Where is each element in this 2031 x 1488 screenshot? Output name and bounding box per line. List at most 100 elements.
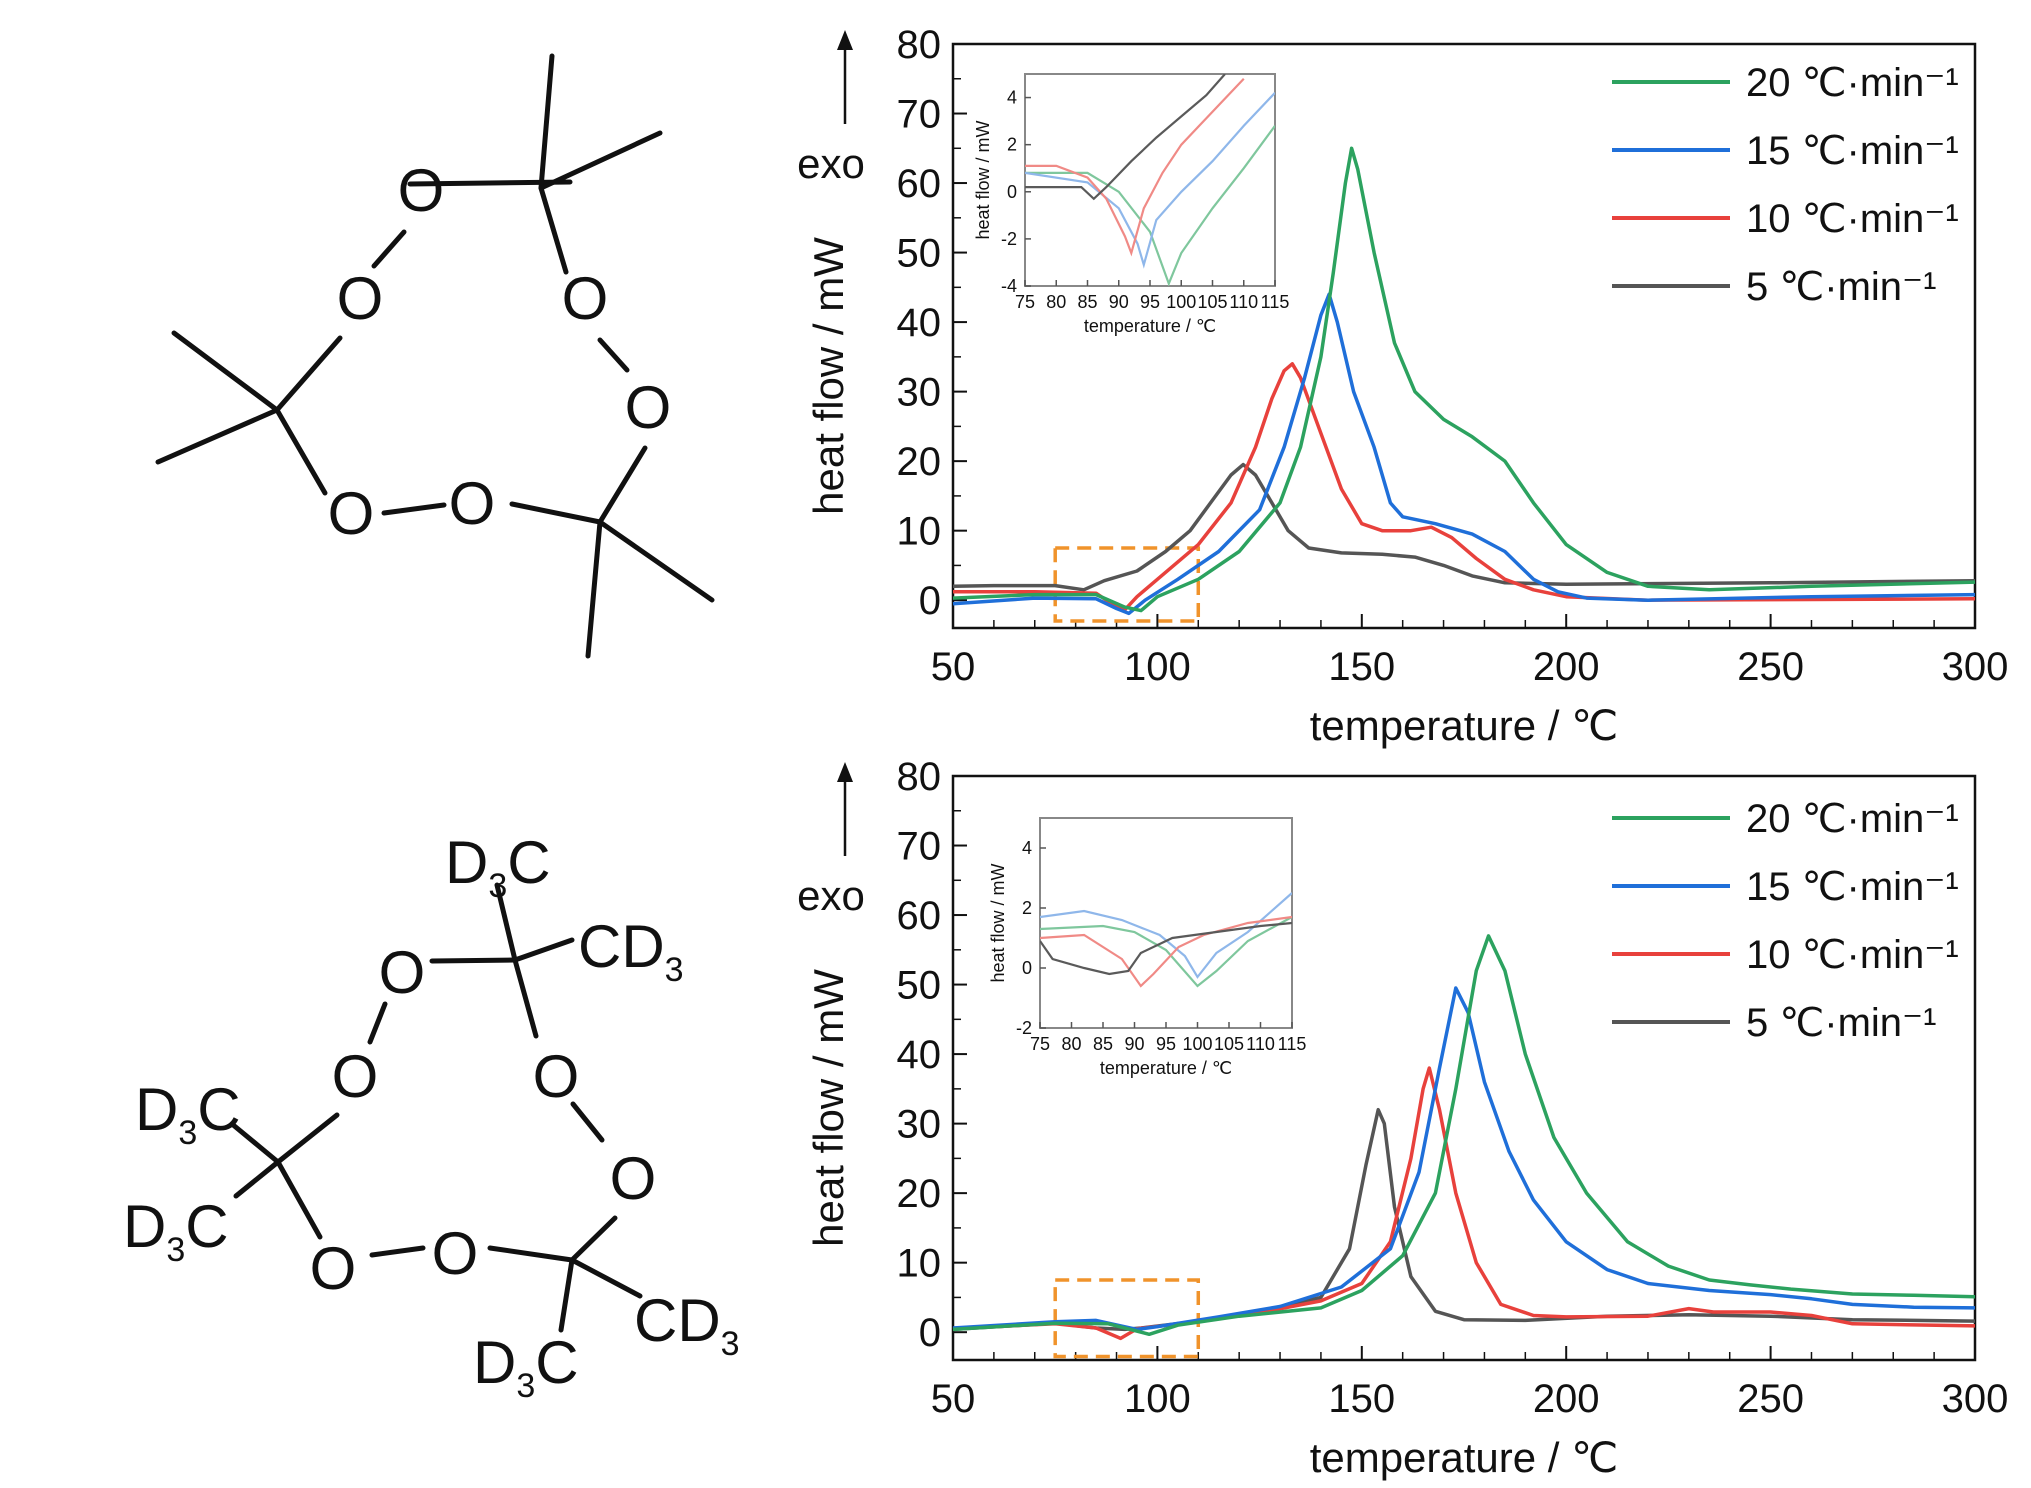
inset-y-tick-label: -4 xyxy=(1001,276,1017,296)
molecule-top-atoms: O O O O O O xyxy=(328,157,672,547)
inset-x-axis-title: temperature / ℃ xyxy=(1084,316,1216,336)
oxygen-atom: O xyxy=(398,157,445,224)
legend-label: 20 ℃·min⁻¹ xyxy=(1746,61,1959,105)
x-axis-title: temperature / ℃ xyxy=(1310,1434,1619,1481)
methyl-d3-group: CD3 xyxy=(634,1287,740,1363)
y-tick-label: 80 xyxy=(897,23,942,67)
inset-y-axis-title: heat flow / mW xyxy=(988,863,1008,982)
oxygen-atom: O xyxy=(332,1043,379,1110)
x-tick-label: 250 xyxy=(1737,645,1804,689)
oxygen-atom: O xyxy=(610,1145,657,1212)
x-tick-label: 150 xyxy=(1328,1377,1395,1421)
inset-chart: 75 80 85 90 95 100 105 110 115 -2 0 2 4 temperature /… xyxy=(988,817,1307,1078)
y-tick-label: 30 xyxy=(897,1103,942,1147)
inset-frame xyxy=(1024,73,1276,287)
plot-frame xyxy=(951,774,1977,1362)
y-tick-label: 60 xyxy=(897,894,942,938)
y-tick-label: 10 xyxy=(897,510,942,554)
series-line xyxy=(953,362,1976,612)
inset-series-line xyxy=(1040,916,1292,988)
inset-x-tick-label: 110 xyxy=(1229,292,1258,312)
inset-y-tick-label: 0 xyxy=(1022,958,1032,978)
y-tick-label: 70 xyxy=(897,93,942,137)
inset-x-tick-label: 75 xyxy=(1030,1034,1050,1054)
methyl-d3-group: D3C xyxy=(135,1076,241,1152)
x-tick-label: 150 xyxy=(1328,645,1395,689)
oxygen-atom: O xyxy=(449,470,496,537)
inset-series-line xyxy=(1025,125,1275,286)
inset-x-tick-label: 115 xyxy=(1261,292,1290,312)
y-tick-label: 40 xyxy=(897,1033,942,1077)
x-tick-label: 200 xyxy=(1533,1377,1600,1421)
inset-series-line xyxy=(1040,892,1292,979)
inset-y-tick-label: 0 xyxy=(1007,182,1017,202)
inset-x-tick-label: 90 xyxy=(1124,1034,1144,1054)
series-line xyxy=(952,462,1976,592)
series-line xyxy=(952,1066,1976,1341)
y-tick-label: 0 xyxy=(919,579,941,623)
inset-series-line xyxy=(1025,74,1226,201)
zoom-region-box xyxy=(1053,1278,1201,1359)
inset-x-tick-label: 95 xyxy=(1156,1034,1176,1054)
oxygen-atom: O xyxy=(310,1235,357,1302)
x-tick-label: 200 xyxy=(1533,645,1600,689)
oxygen-atom: O xyxy=(432,1220,479,1287)
inset-y-axis-title: heat flow / mW xyxy=(973,120,993,239)
oxygen-atom: O xyxy=(533,1043,580,1110)
methyl-d3-group: D3C xyxy=(473,1329,579,1405)
x-tick-label: 50 xyxy=(931,645,976,689)
inset-x-tick-label: 85 xyxy=(1077,292,1097,312)
inset-x-tick-label: 100 xyxy=(1182,1034,1212,1054)
plot-frame xyxy=(951,42,1977,630)
inset-y-tick-label: -2 xyxy=(1001,229,1017,249)
y-tick-label: 70 xyxy=(897,825,942,869)
legend-label: 15 ℃·min⁻¹ xyxy=(1746,129,1959,173)
legend-label: 5 ℃·min⁻¹ xyxy=(1746,265,1937,309)
y-tick-label: 20 xyxy=(897,1172,942,1216)
inset-x-tick-label: 75 xyxy=(1015,292,1035,312)
exo-arrow-head xyxy=(837,762,853,782)
molecule-bottom-atoms: O O O O O O D3C CD3 D3C D3C CD3 D3C xyxy=(123,829,740,1405)
inset-x-tick-label: 80 xyxy=(1046,292,1066,312)
oxygen-atom: O xyxy=(379,939,426,1006)
oxygen-atom: O xyxy=(562,265,609,332)
x-tick-label: 100 xyxy=(1124,1377,1191,1421)
y-tick-label: 10 xyxy=(897,1242,942,1286)
inset-x-tick-label: 115 xyxy=(1278,1034,1307,1054)
methyl-d3-group: CD3 xyxy=(578,913,684,989)
zoom-region-box xyxy=(1053,546,1201,623)
series-line xyxy=(952,146,1976,613)
y-tick-label: 40 xyxy=(897,301,942,345)
molecule-top xyxy=(155,53,715,659)
x-tick-label: 100 xyxy=(1124,645,1191,689)
inset-x-tick-label: 105 xyxy=(1214,1034,1244,1054)
inset-y-tick-label: 4 xyxy=(1022,838,1032,858)
inset-x-tick-label: 110 xyxy=(1246,1034,1275,1054)
inset-y-tick-label: 4 xyxy=(1007,88,1017,108)
exo-label: exo xyxy=(797,872,865,919)
oxygen-atom: O xyxy=(337,265,384,332)
y-axis-title: heat flow / mW xyxy=(805,969,852,1247)
y-tick-label: 60 xyxy=(897,162,942,206)
inset-x-tick-label: 90 xyxy=(1109,292,1129,312)
inset-series-line xyxy=(1040,921,1292,976)
y-tick-label: 50 xyxy=(897,232,942,276)
y-tick-label: 20 xyxy=(897,440,942,484)
inset-x-tick-label: 80 xyxy=(1061,1034,1081,1054)
x-tick-label: 50 xyxy=(931,1377,976,1421)
inset-x-axis-title: temperature / ℃ xyxy=(1100,1058,1232,1078)
oxygen-atom: O xyxy=(625,374,672,441)
x-axis-title: temperature / ℃ xyxy=(1310,702,1619,749)
y-tick-label: 0 xyxy=(919,1311,941,1355)
molecule-bottom xyxy=(229,882,643,1333)
legend-label: 20 ℃·min⁻¹ xyxy=(1746,797,1959,841)
inset-y-tick-label: -2 xyxy=(1016,1018,1032,1038)
inset-chart: 75 80 85 90 95 100 105 110 115 -4 -2 0 2 4 temperature… xyxy=(973,73,1290,336)
x-tick-label: 300 xyxy=(1942,1377,2009,1421)
x-tick-label: 250 xyxy=(1737,1377,1804,1421)
exo-arrow-head xyxy=(837,30,853,50)
inset-x-tick-label: 85 xyxy=(1093,1034,1113,1054)
oxygen-atom: O xyxy=(328,480,375,547)
